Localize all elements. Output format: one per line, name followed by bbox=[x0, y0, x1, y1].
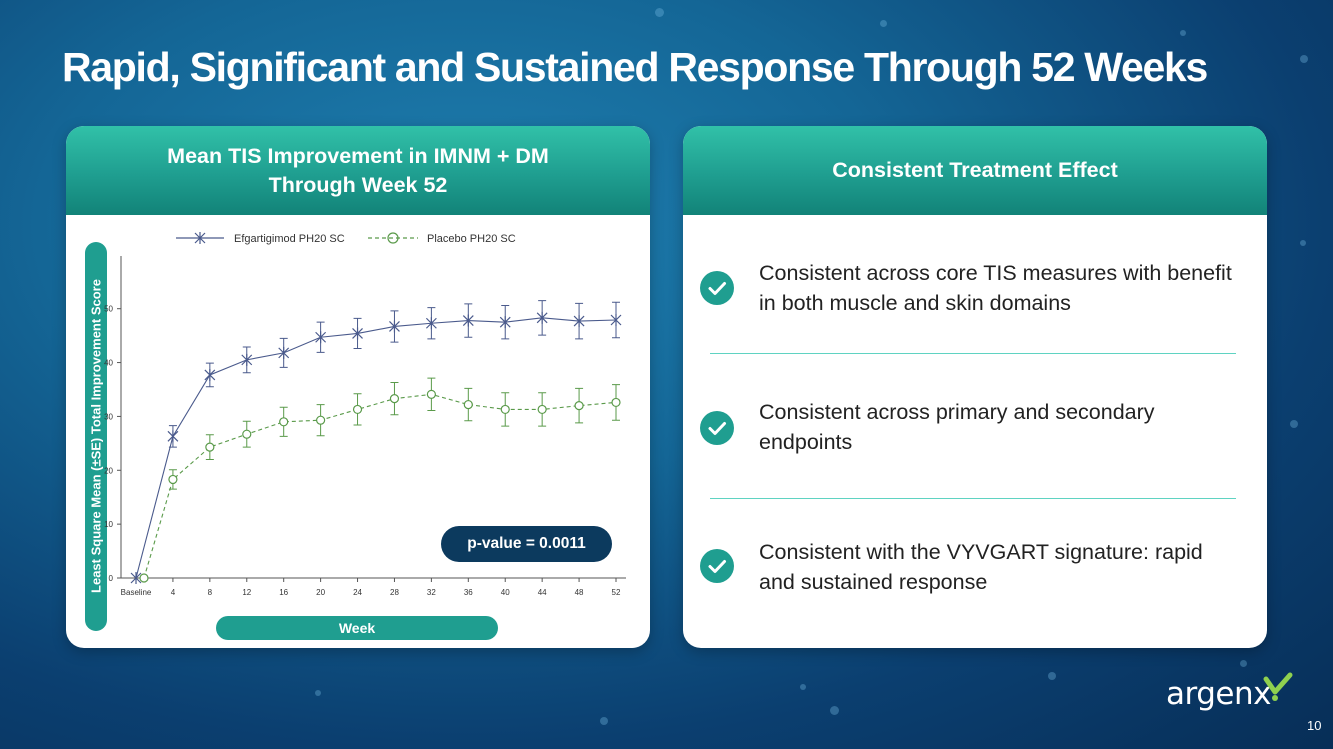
data-point-placebo bbox=[139, 573, 149, 583]
x-tick-label: 8 bbox=[208, 588, 213, 597]
divider bbox=[710, 353, 1236, 354]
data-point-placebo bbox=[205, 442, 215, 452]
data-point-placebo bbox=[537, 404, 547, 415]
y-tick-label: 30 bbox=[104, 412, 113, 421]
data-point-efgartigimod bbox=[573, 315, 585, 328]
y-axis-label-box bbox=[85, 242, 107, 631]
background-dot bbox=[800, 684, 806, 690]
background-dot bbox=[1300, 55, 1308, 63]
data-point-efgartigimod bbox=[315, 331, 327, 344]
data-point-efgartigimod bbox=[499, 316, 511, 329]
legend-placebo-label: Placebo PH20 SC bbox=[427, 233, 516, 245]
x-tick-label: 12 bbox=[242, 588, 251, 597]
argenx-logo: argenx bbox=[1166, 676, 1271, 712]
check-icon bbox=[700, 271, 734, 305]
series-line-placebo bbox=[143, 393, 617, 579]
p-value-badge: p-value = 0.0011 bbox=[441, 526, 612, 562]
x-tick-label: 52 bbox=[612, 588, 621, 597]
argenx-logo-mark-icon bbox=[1263, 672, 1293, 701]
data-point-placebo bbox=[168, 474, 178, 485]
x-tick-label: 48 bbox=[575, 588, 584, 597]
data-point-efgartigimod bbox=[204, 368, 216, 381]
list-item-text: Consistent with the VYVGART signature: r… bbox=[759, 540, 1203, 594]
background-dot bbox=[1290, 420, 1298, 428]
x-tick-label: 20 bbox=[316, 588, 325, 597]
divider bbox=[710, 498, 1236, 499]
data-point-placebo bbox=[352, 404, 363, 415]
x-tick-label: 36 bbox=[464, 588, 473, 597]
list-item-text: Consistent across core TIS measures with… bbox=[759, 261, 1232, 315]
data-point-placebo bbox=[242, 429, 252, 439]
y-tick-label: 50 bbox=[104, 305, 113, 314]
x-tick-label: Baseline bbox=[121, 588, 152, 597]
data-point-placebo bbox=[426, 389, 436, 399]
data-point-efgartigimod bbox=[130, 572, 142, 584]
data-point-efgartigimod bbox=[536, 311, 548, 324]
background-dot bbox=[1240, 660, 1247, 667]
chart-header-line1: Mean TIS Improvement in IMNM + DM bbox=[167, 143, 549, 168]
background-dot bbox=[655, 8, 664, 17]
data-point-efgartigimod bbox=[389, 320, 400, 333]
background-dot bbox=[1048, 672, 1056, 680]
treatment-card-title: Consistent Treatment Effect bbox=[832, 158, 1118, 182]
treatment-effect-card: Consistent Treatment Effect Consistent a… bbox=[683, 126, 1267, 648]
background-dot bbox=[315, 690, 321, 696]
data-point-efgartigimod bbox=[278, 346, 290, 359]
background-dot bbox=[600, 717, 608, 725]
background-dot bbox=[880, 20, 887, 27]
x-tick-label: 32 bbox=[427, 588, 436, 597]
legend-efgartigimod-marker bbox=[194, 232, 206, 244]
background-dot bbox=[1300, 240, 1306, 246]
series-line-efgartigimod bbox=[135, 317, 617, 579]
y-tick-label: 0 bbox=[109, 574, 114, 583]
x-axis-label: Week bbox=[216, 616, 498, 640]
legend-placebo-marker bbox=[387, 232, 399, 244]
data-point-efgartigimod bbox=[610, 314, 622, 327]
data-point-placebo bbox=[463, 399, 473, 410]
x-tick-label: 40 bbox=[501, 588, 510, 597]
data-point-placebo bbox=[279, 417, 289, 427]
slide-title: Rapid, Significant and Sustained Respons… bbox=[62, 44, 1208, 90]
chart-card-header: Mean TIS Improvement in IMNM + DM Throug… bbox=[66, 126, 650, 215]
data-point-placebo bbox=[316, 415, 326, 425]
data-point-efgartigimod bbox=[241, 353, 253, 366]
data-point-placebo bbox=[611, 397, 621, 408]
check-icon bbox=[700, 411, 734, 445]
y-tick-label: 10 bbox=[104, 520, 113, 529]
chart-header-line2: Through Week 52 bbox=[268, 172, 448, 197]
list-item-text: Consistent across primary and secondary … bbox=[759, 400, 1155, 454]
data-point-placebo bbox=[500, 404, 510, 415]
data-point-efgartigimod bbox=[462, 314, 474, 327]
data-point-efgartigimod bbox=[167, 430, 179, 443]
data-point-efgartigimod bbox=[352, 327, 363, 340]
y-tick-label: 40 bbox=[104, 359, 113, 368]
background-dot bbox=[1180, 30, 1186, 36]
check-icon bbox=[700, 549, 734, 583]
x-tick-label: 4 bbox=[171, 588, 176, 597]
x-tick-label: 24 bbox=[353, 588, 362, 597]
x-tick-label: 16 bbox=[279, 588, 288, 597]
x-tick-label: 44 bbox=[538, 588, 547, 597]
chart-card: Mean TIS Improvement in IMNM + DM Throug… bbox=[66, 126, 650, 648]
data-point-placebo bbox=[389, 394, 400, 404]
data-point-efgartigimod bbox=[425, 317, 437, 330]
legend-efgartigimod-label: Efgartigimod PH20 SC bbox=[234, 233, 345, 245]
treatment-card-header: Consistent Treatment Effect bbox=[683, 126, 1267, 215]
background-dot bbox=[830, 706, 839, 715]
data-point-placebo bbox=[574, 401, 584, 411]
x-tick-label: 28 bbox=[390, 588, 399, 597]
y-tick-label: 20 bbox=[104, 466, 113, 475]
page-number: 10 bbox=[1307, 718, 1322, 733]
